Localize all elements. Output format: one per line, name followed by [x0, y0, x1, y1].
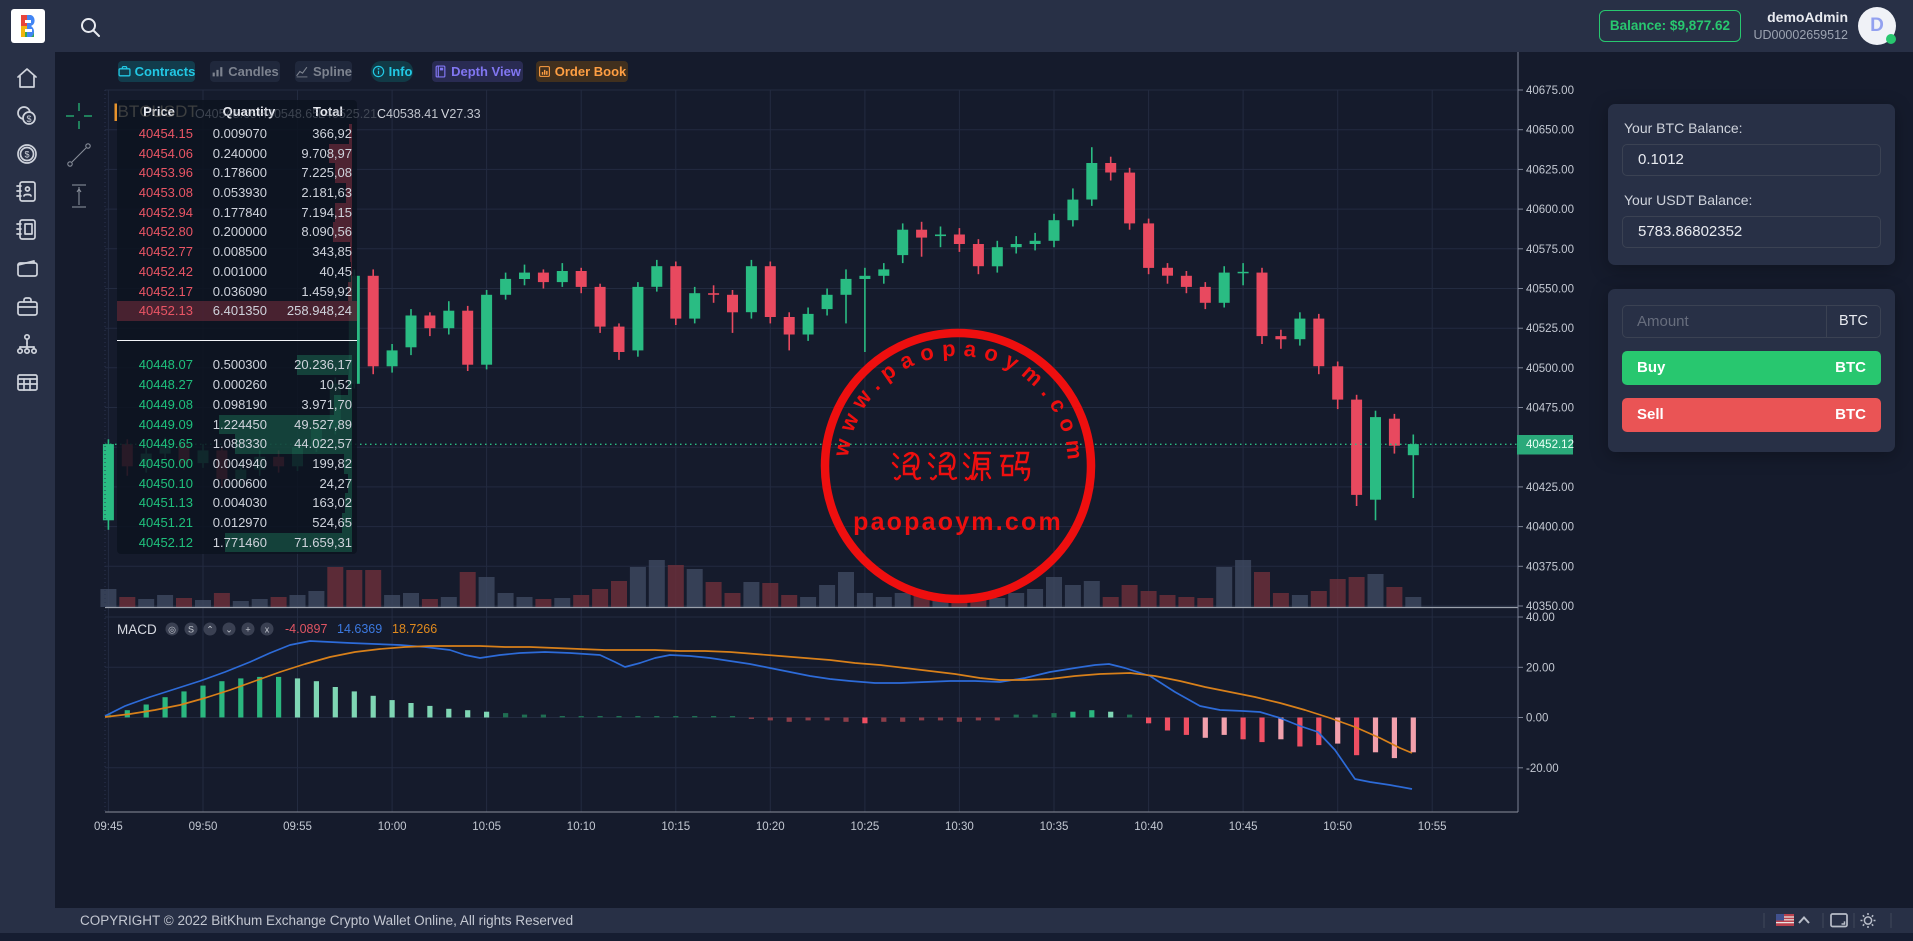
svg-text:40550.00: 40550.00: [1526, 284, 1574, 296]
svg-text:40425.00: 40425.00: [1526, 482, 1574, 494]
svg-text:10:45: 10:45: [1229, 821, 1258, 833]
svg-text:10:30: 10:30: [945, 821, 974, 833]
svg-text:40475.00: 40475.00: [1526, 403, 1574, 415]
svg-text:10:00: 10:00: [378, 821, 407, 833]
svg-text:40625.00: 40625.00: [1526, 164, 1574, 176]
svg-text:10:10: 10:10: [567, 821, 596, 833]
svg-text:-4.0897: -4.0897: [285, 622, 327, 636]
svg-text:09:50: 09:50: [189, 821, 218, 833]
svg-text:20.00: 20.00: [1526, 662, 1555, 674]
svg-text:10:55: 10:55: [1418, 821, 1447, 833]
svg-text:10:40: 10:40: [1134, 821, 1163, 833]
svg-text:18.7266: 18.7266: [392, 622, 437, 636]
svg-text:40600.00: 40600.00: [1526, 204, 1574, 216]
svg-text:14.6369: 14.6369: [337, 622, 382, 636]
svg-text:40375.00: 40375.00: [1526, 561, 1574, 573]
svg-text:10:25: 10:25: [851, 821, 880, 833]
svg-text:◎: ◎: [168, 625, 176, 635]
svg-text:10:35: 10:35: [1040, 821, 1069, 833]
svg-text:0.00: 0.00: [1526, 713, 1548, 725]
svg-text:$: $: [26, 114, 31, 124]
svg-text:09:55: 09:55: [283, 821, 312, 833]
svg-text:40350.00: 40350.00: [1526, 601, 1574, 613]
svg-text:x: x: [265, 625, 270, 635]
svg-text:10:05: 10:05: [472, 821, 501, 833]
svg-text:⌄: ⌄: [225, 625, 233, 635]
svg-text:40452.12: 40452.12: [1526, 439, 1574, 451]
svg-text:10:15: 10:15: [661, 821, 690, 833]
svg-text:40.00: 40.00: [1526, 612, 1555, 624]
svg-text:40525.00: 40525.00: [1526, 323, 1574, 335]
svg-text:$: $: [24, 150, 29, 160]
svg-text:+: +: [245, 625, 250, 635]
svg-text:40650.00: 40650.00: [1526, 125, 1574, 137]
svg-text:10:50: 10:50: [1323, 821, 1352, 833]
svg-text:S: S: [188, 625, 194, 635]
svg-text:09:45: 09:45: [94, 821, 123, 833]
svg-text:40575.00: 40575.00: [1526, 244, 1574, 256]
svg-text:40500.00: 40500.00: [1526, 363, 1574, 375]
svg-text:MACD: MACD: [117, 622, 157, 637]
svg-text:40675.00: 40675.00: [1526, 85, 1574, 97]
svg-text:-20.00: -20.00: [1526, 763, 1559, 775]
svg-text:10:20: 10:20: [756, 821, 785, 833]
svg-text:40400.00: 40400.00: [1526, 522, 1574, 534]
svg-text:⌃: ⌃: [206, 625, 214, 635]
